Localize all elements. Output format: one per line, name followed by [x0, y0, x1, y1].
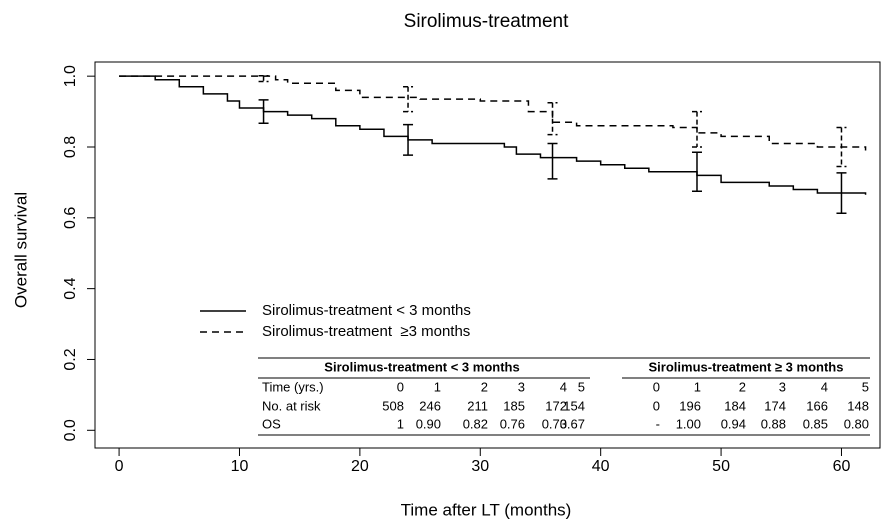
table-cell: 3 — [779, 379, 786, 394]
error-bar — [547, 101, 558, 136]
table-cell: 196 — [679, 398, 701, 413]
table-cell: 166 — [806, 398, 828, 413]
x-tick-label: 40 — [592, 458, 610, 475]
table-cell: 2 — [481, 379, 488, 394]
table-cell: 0.94 — [721, 416, 746, 431]
y-tick-label: 0.6 — [62, 207, 79, 229]
table-cell: 0.82 — [463, 416, 488, 431]
y-tick-label: 0.0 — [62, 419, 79, 441]
table-cell: 184 — [724, 398, 746, 413]
row-label: OS — [262, 416, 281, 431]
error-bar — [547, 142, 558, 180]
table-cell: 0.80 — [844, 416, 869, 431]
table-cell: 0.76 — [500, 416, 525, 431]
error-bar — [258, 99, 269, 125]
y-tick-label: 0.8 — [62, 136, 79, 158]
table-cell: 3 — [518, 379, 525, 394]
error-bar — [403, 86, 414, 113]
table-cell: - — [656, 416, 660, 431]
table-cell: 185 — [503, 398, 525, 413]
error-bar — [691, 110, 702, 148]
table-cell: 0.88 — [761, 416, 786, 431]
table-cell: 0 — [653, 398, 660, 413]
row-label: Time (yrs.) — [262, 379, 324, 394]
x-tick-label: 30 — [471, 458, 489, 475]
legend-label: Sirolimus-treatment < 3 months — [262, 302, 471, 319]
table-cell: 172 — [545, 398, 567, 413]
y-tick-label: 0.4 — [62, 277, 79, 299]
error-bar — [403, 123, 414, 156]
y-axis-label: Overall survival — [11, 192, 30, 308]
table-cell: 0.90 — [416, 416, 441, 431]
table-cell: 1 — [434, 379, 441, 394]
y-tick-label: 1.0 — [62, 65, 79, 87]
table-cell: 5 — [862, 379, 869, 394]
table-cell: 4 — [821, 379, 828, 394]
error-bar — [836, 126, 847, 168]
table-cell: 2 — [739, 379, 746, 394]
x-tick-label: 10 — [231, 458, 249, 475]
table-cell: 174 — [764, 398, 786, 413]
table-cell: 1.00 — [676, 416, 701, 431]
y-tick-label: 0.2 — [62, 348, 79, 370]
row-label: No. at risk — [262, 398, 321, 413]
table-cell: 1 — [397, 416, 404, 431]
table-cell: 1 — [694, 379, 701, 394]
table-cell: 0 — [397, 379, 404, 394]
x-tick-label: 50 — [712, 458, 730, 475]
x-tick-label: 0 — [115, 458, 124, 475]
table-cell: 154 — [563, 398, 585, 413]
legend-label: Sirolimus-treatment ≥3 months — [262, 323, 470, 340]
chart-title: Sirolimus-treatment — [404, 11, 569, 32]
group-title: Sirolimus-treatment < 3 months — [324, 359, 519, 374]
table-cell: 0.85 — [803, 416, 828, 431]
table-cell: 246 — [419, 398, 441, 413]
table-cell: 4 — [560, 379, 567, 394]
table-cell: 0.73 — [542, 416, 567, 431]
table-cell: 508 — [382, 398, 404, 413]
error-bar — [258, 75, 269, 83]
x-tick-label: 20 — [351, 458, 369, 475]
table-cell: 211 — [467, 398, 488, 413]
table-cell: 0.67 — [560, 416, 585, 431]
survival-curve — [119, 75, 867, 151]
table-cell: 0 — [653, 379, 660, 394]
error-bar — [691, 151, 702, 193]
table-cell: 148 — [847, 398, 869, 413]
plot-frame — [94, 61, 881, 449]
group-title: Sirolimus-treatment ≥ 3 months — [649, 359, 844, 374]
error-bar — [836, 172, 847, 214]
table-cell: 5 — [578, 379, 585, 394]
x-tick-label: 60 — [833, 458, 851, 475]
x-axis-label: Time after LT (months) — [401, 500, 572, 519]
survival-curve — [119, 75, 867, 195]
